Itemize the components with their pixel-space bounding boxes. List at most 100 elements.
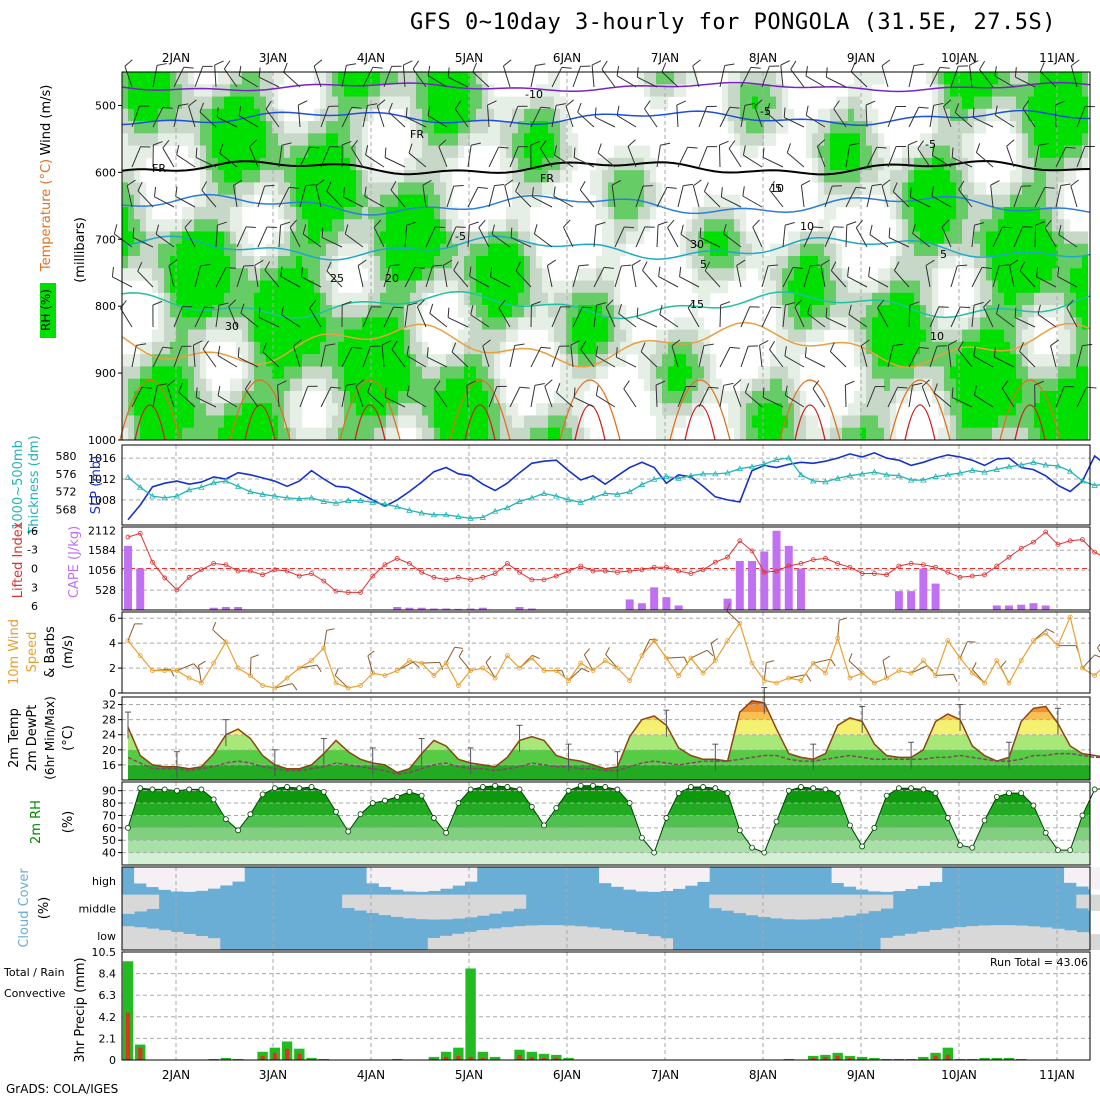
rh-cell (1082, 317, 1089, 330)
rh-cell (836, 96, 843, 110)
rh-cell (476, 378, 483, 392)
wind-barb-flag (960, 306, 971, 309)
rh-cell (974, 366, 981, 379)
rh-cell (260, 145, 267, 159)
rh-cell (854, 341, 861, 355)
wind-barb (761, 265, 769, 288)
rh-cell (926, 231, 933, 245)
rh-cell (374, 317, 381, 330)
rh-cell (944, 256, 951, 269)
rh-cell (944, 121, 951, 134)
rh-cell (962, 133, 969, 146)
rh-cell (1010, 182, 1017, 195)
rh-cell (482, 243, 489, 257)
rh-cell (164, 133, 171, 146)
rh-cell (968, 256, 975, 269)
cloud-high-cell (366, 867, 380, 884)
rh-cell (374, 329, 381, 343)
rh-cell (242, 403, 249, 416)
wind-barb (573, 157, 595, 168)
rh-cell (248, 145, 255, 159)
rh-cell (464, 341, 471, 355)
rh-cell (596, 366, 603, 379)
rh-cell (776, 280, 783, 294)
wind-speed-marker (945, 638, 951, 644)
rh-cell (248, 317, 255, 330)
rh-cell (1022, 206, 1029, 220)
rh-cell (218, 206, 225, 220)
rh-cell (1052, 219, 1059, 232)
rh-cell (350, 415, 357, 429)
rh-cell (1034, 133, 1041, 146)
thickness-marker (626, 488, 633, 495)
thickness-marker (124, 474, 132, 480)
rh-cell (980, 317, 987, 330)
rh-cell (194, 121, 201, 134)
rh-cell (320, 243, 327, 257)
wind-barb-flag (351, 140, 358, 149)
rh-cell (1016, 231, 1023, 245)
wind-barb-flag (1001, 380, 1009, 389)
rh-cell (1046, 366, 1053, 379)
rh-cell (1064, 84, 1071, 97)
rh-cell (326, 341, 333, 355)
rh-cell (872, 72, 879, 85)
rh-cell (608, 354, 615, 367)
wind-speed-marker (541, 668, 547, 673)
rh-cell (782, 292, 789, 306)
rh-cell (488, 256, 495, 269)
wind-barb-flag (435, 226, 445, 229)
rh-cell (980, 354, 987, 367)
rh-cell (632, 170, 639, 183)
rh-cell (914, 317, 921, 330)
rh-cell (278, 378, 285, 392)
rh-cell (710, 206, 717, 220)
rh-cell (1058, 403, 1065, 416)
rh-cell (788, 231, 795, 245)
rh-cell (350, 329, 357, 343)
wind-barb (114, 233, 133, 248)
wind-speed-marker (419, 660, 425, 666)
rh-cell (692, 72, 699, 85)
wind-speed-marker (260, 683, 265, 688)
rh-cell (800, 403, 807, 416)
wind-barb (1054, 104, 1057, 128)
wind-barb (780, 65, 784, 88)
rh-cell (272, 72, 279, 85)
rh-cell (980, 256, 987, 269)
rh-cell (1010, 366, 1017, 379)
rh-cell (194, 96, 201, 110)
rh-cell (938, 108, 945, 122)
wind-barb (969, 65, 973, 88)
rh-cell (950, 427, 957, 441)
rh-cell (500, 415, 507, 429)
rh-cell (380, 390, 387, 404)
cloud-low-cell (586, 927, 600, 950)
rh-cell (248, 157, 255, 171)
rh-cell (800, 317, 807, 330)
rh-cell (1046, 231, 1053, 245)
rh-cell (182, 305, 189, 318)
wind-barb (341, 347, 353, 368)
wind-barb-flag (723, 224, 727, 234)
rh-cell (782, 96, 789, 110)
cloud-low-cell (917, 931, 930, 950)
rh-cell (914, 243, 921, 257)
rh-cell (776, 354, 783, 367)
cape-bar (1005, 605, 1013, 610)
rh-cell (716, 194, 723, 208)
wind-barb-flag (784, 346, 787, 357)
rh-cell (1034, 390, 1041, 404)
wind-barb (974, 394, 994, 408)
rh-cell (680, 329, 687, 343)
cape-bar (221, 606, 230, 610)
rh-cell (206, 231, 213, 245)
rh-cell (740, 268, 747, 281)
rh-cell (428, 121, 435, 134)
rh-cell (200, 121, 207, 134)
rh-cell (218, 292, 225, 306)
rh-cell (470, 256, 477, 269)
rh-cell (950, 133, 957, 146)
rh-cell (692, 243, 699, 257)
rh-cell (170, 317, 177, 330)
